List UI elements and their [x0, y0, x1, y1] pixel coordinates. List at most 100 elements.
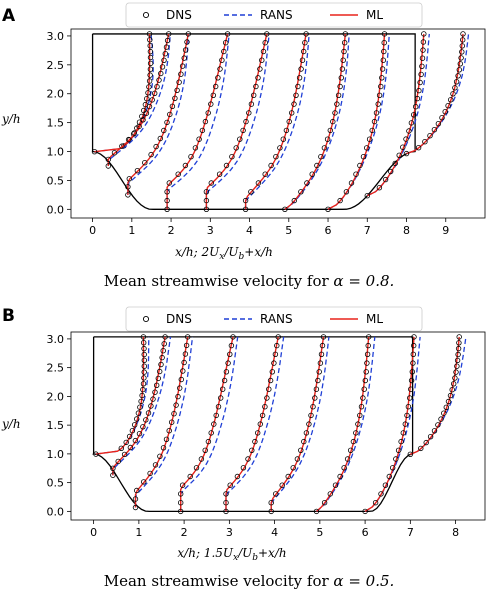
dns-marker — [410, 351, 416, 357]
dns-marker — [268, 508, 274, 515]
dns-marker — [318, 351, 325, 357]
dns-marker — [211, 421, 217, 427]
y-tick-label: 1.0 — [47, 146, 65, 159]
dns-marker — [419, 63, 425, 69]
dns-marker — [118, 445, 124, 451]
dns-marker — [439, 114, 445, 121]
x-tick-label: 7 — [364, 224, 371, 237]
dns-marker — [291, 197, 297, 204]
dns-marker — [162, 334, 168, 340]
dns-marker — [441, 410, 447, 416]
rans-profile — [180, 336, 239, 512]
dns-marker — [133, 416, 140, 422]
dns-marker — [182, 47, 189, 53]
dns-marker — [348, 180, 355, 186]
dns-marker — [91, 148, 98, 155]
dns-marker — [445, 102, 451, 109]
dns-marker — [378, 83, 384, 90]
ml-profile — [364, 336, 415, 512]
dns-marker — [177, 508, 184, 515]
dns-marker — [223, 369, 230, 375]
dns-marker — [253, 83, 259, 90]
dns-marker — [159, 354, 165, 361]
dns-marker — [111, 150, 118, 156]
geometry-outline — [91, 336, 414, 513]
dns-marker — [392, 160, 398, 167]
ml-profile — [225, 336, 279, 512]
dns-marker — [175, 393, 181, 400]
dns-marker — [259, 412, 266, 419]
dns-marker — [366, 136, 373, 142]
dns-marker — [459, 49, 465, 55]
dns-marker — [357, 162, 363, 169]
x-tick-label: 2 — [181, 526, 188, 539]
dns-marker — [301, 438, 307, 445]
dns-marker — [291, 101, 297, 107]
dns-marker — [417, 79, 423, 86]
dns-marker — [296, 75, 303, 81]
x-tick-label: 3 — [226, 526, 233, 539]
dns-marker — [264, 395, 270, 401]
dns-marker — [227, 351, 233, 357]
dns-marker — [125, 136, 132, 143]
dns-marker — [131, 422, 138, 428]
dns-marker — [213, 412, 219, 419]
dns-marker — [225, 360, 231, 366]
dns-marker — [271, 360, 277, 366]
ml-profile — [284, 33, 346, 210]
dns-marker — [299, 57, 306, 63]
dns-marker — [376, 184, 383, 191]
dns-marker — [415, 144, 422, 151]
dns-marker — [140, 107, 147, 114]
dns-marker — [219, 57, 225, 63]
dns-marker — [309, 171, 315, 177]
dns-marker — [126, 433, 133, 440]
dns-marker — [153, 143, 159, 150]
dns-marker — [324, 136, 331, 142]
dns-marker — [310, 404, 316, 410]
dns-marker — [268, 162, 274, 169]
dns-marker — [208, 430, 214, 436]
dns-marker — [268, 500, 274, 506]
dns-marker — [136, 123, 142, 130]
dns-marker — [298, 447, 304, 453]
legend-label: RANS — [260, 312, 293, 326]
dns-marker — [148, 151, 154, 158]
rans-profile — [127, 33, 189, 195]
dns-marker — [140, 334, 147, 340]
dns-marker — [249, 447, 255, 453]
rans-profile — [95, 336, 150, 455]
dns-marker — [175, 171, 181, 177]
ml-profile — [205, 33, 268, 210]
dns-marker — [158, 361, 164, 368]
dns-marker — [341, 465, 347, 471]
dns-marker — [455, 351, 461, 358]
dns-marker — [460, 31, 466, 37]
dns-marker — [407, 395, 413, 401]
dns-marker — [110, 465, 116, 471]
y-tick-label: 0.5 — [47, 477, 65, 490]
dns-marker — [243, 118, 249, 125]
dns-marker — [228, 342, 235, 349]
caption: Mean streamwise velocity for α = 0.5. — [104, 572, 395, 590]
dns-marker — [321, 145, 328, 151]
dns-marker — [139, 113, 145, 120]
dns-marker — [411, 112, 417, 118]
x-tick-label: 2 — [168, 224, 175, 237]
dns-marker — [447, 392, 454, 399]
dns-marker — [369, 127, 375, 134]
dns-marker — [245, 456, 251, 462]
dns-marker — [248, 101, 255, 107]
rans-profile — [270, 336, 330, 512]
dns-marker — [366, 334, 372, 340]
dns-marker — [205, 110, 211, 116]
dns-marker — [93, 451, 99, 457]
dns-marker — [413, 103, 419, 110]
ml-profile — [316, 336, 370, 512]
dns-marker — [431, 126, 438, 133]
y-tick-label: 3.0 — [47, 30, 65, 43]
dns-marker — [215, 75, 221, 81]
dns-marker — [290, 465, 296, 471]
dns-marker — [342, 40, 348, 46]
dns-marker — [332, 110, 338, 116]
